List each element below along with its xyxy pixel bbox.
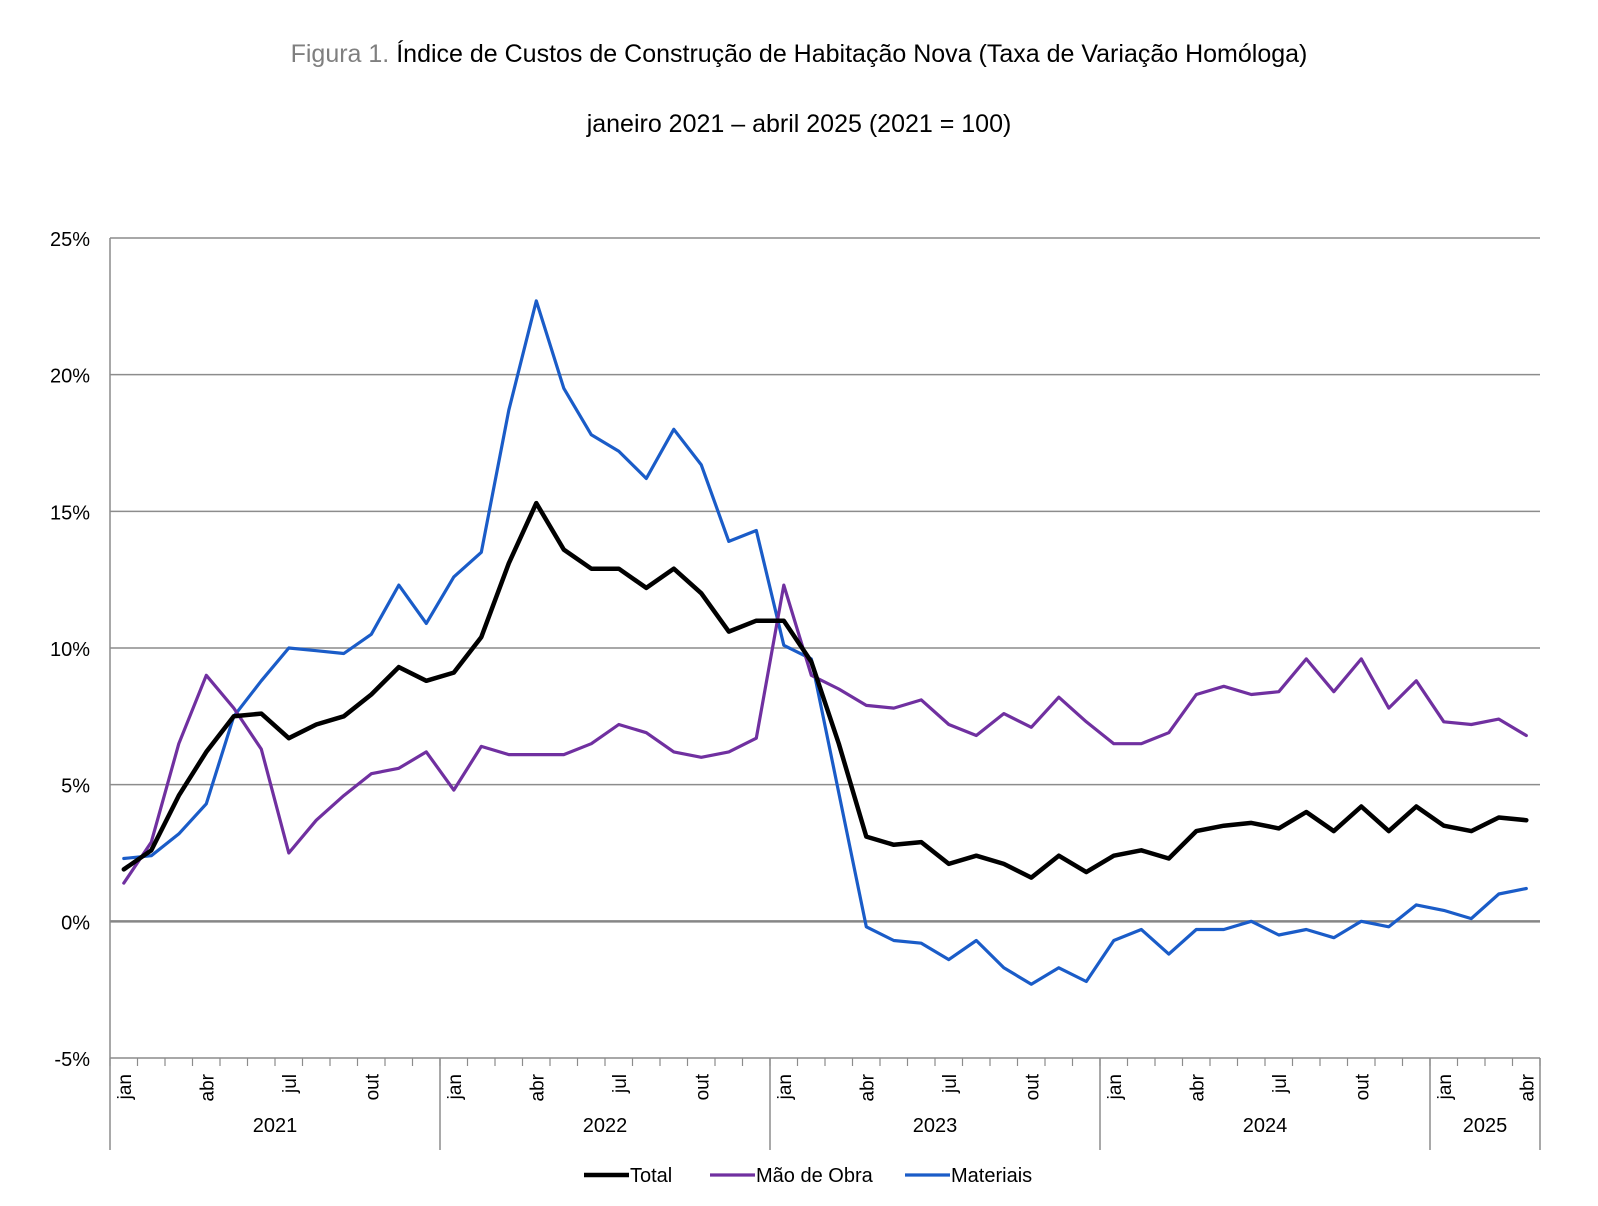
chart-subtitle: janeiro 2021 – abril 2025 (2021 = 100) [586,110,1012,138]
year-label: 2025 [1463,1115,1508,1137]
month-label: jan [775,1074,796,1100]
month-label: abr [1517,1073,1538,1101]
month-label: jan [1105,1074,1126,1100]
month-label: abr [1187,1073,1208,1101]
year-label: 2022 [583,1115,628,1137]
legend-label: Total [630,1165,672,1187]
month-label: jul [940,1074,961,1094]
chart-title: Figura 1. Índice de Custos de Construção… [0,40,1598,69]
year-label: 2021 [253,1115,298,1137]
y-tick-label: -5% [54,1049,90,1071]
month-label: jan [445,1074,466,1100]
year-label: 2023 [913,1115,958,1137]
legend: Total Mão de Obra Materiais [584,1165,1032,1187]
y-tick-label: 25% [50,229,90,251]
y-tick-label: 15% [50,502,90,524]
figure-prefix: Figura 1. [290,40,390,68]
month-label: jan [1435,1074,1456,1100]
month-label: jul [280,1074,301,1094]
y-tick-label: 20% [50,366,90,388]
legend-label: Mão de Obra [756,1165,874,1187]
month-label: out [1022,1073,1043,1100]
month-label: abr [527,1073,548,1101]
month-label: out [692,1073,713,1100]
year-label: 2024 [1243,1115,1288,1137]
axes: -5% 0% 5% 10% 15% 20% 25% jan abr jul out jan abr jul… [50,229,1541,1150]
month-label: jul [610,1074,631,1094]
month-label: jan [115,1074,136,1100]
figure-title: Índice de Custos de Construção de Habita… [396,40,1308,68]
y-tick-label: 10% [50,639,90,661]
series-line-total [121,500,1529,880]
series-line-mao-de-obra [122,583,1528,885]
month-label: out [362,1073,383,1100]
month-label: jul [1270,1074,1291,1094]
legend-label: Materiais [951,1165,1032,1187]
grid-lines [110,237,1540,1059]
month-label: out [1352,1073,1373,1100]
y-tick-label: 0% [61,912,90,934]
month-label: abr [197,1073,218,1101]
y-tick-label: 5% [61,776,90,798]
series-line-materiais [122,299,1528,986]
month-label: abr [857,1073,878,1101]
series-lines [121,299,1529,986]
